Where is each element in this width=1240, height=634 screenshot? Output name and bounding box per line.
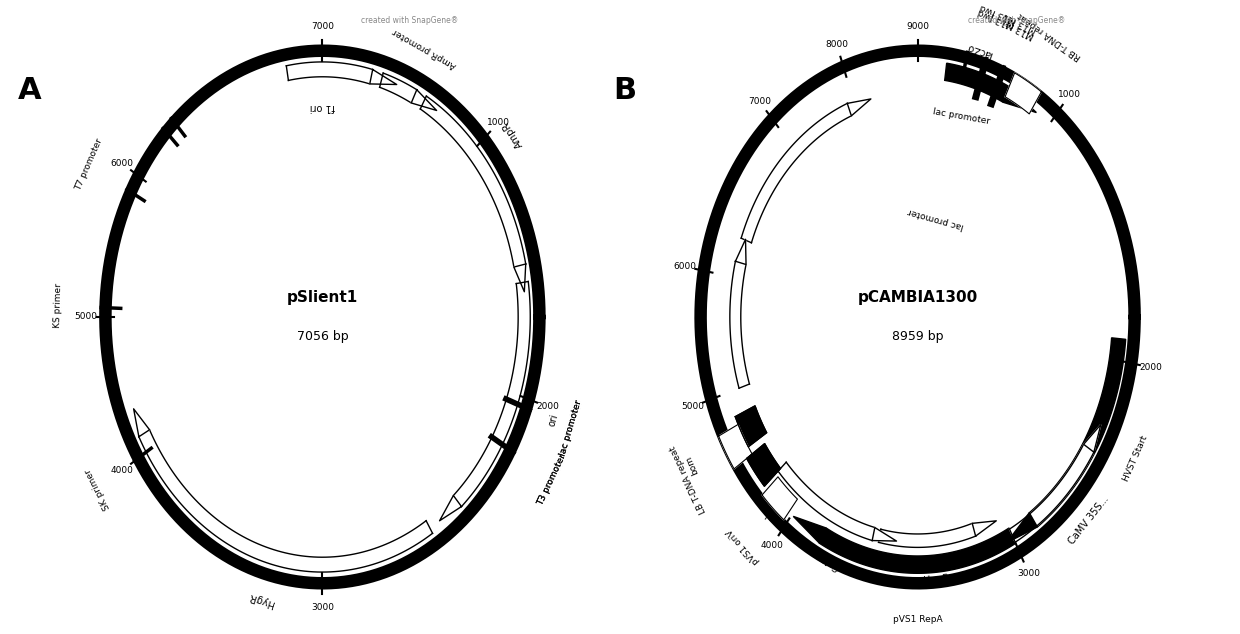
Text: created with SnapGene®: created with SnapGene® [968,16,1065,25]
Text: A: A [17,76,41,105]
Polygon shape [134,409,150,437]
Polygon shape [742,103,852,243]
Text: 1000: 1000 [1058,90,1081,99]
Polygon shape [777,462,875,541]
Polygon shape [794,516,826,543]
Text: pVS1 oriV: pVS1 oriV [725,527,761,566]
Text: T7 promoter: T7 promoter [73,137,104,192]
Polygon shape [1007,513,1038,543]
Text: 3000: 3000 [311,603,334,612]
Text: M13 rev: M13 rev [1001,10,1038,36]
Text: CaMV poly(A) signal: CaMV poly(A) signal [765,510,842,572]
Polygon shape [820,528,1016,573]
Text: M13 fwd: M13 fwd [978,2,1018,24]
Polygon shape [454,281,531,507]
Text: HygR: HygR [247,590,275,608]
Text: lacZo: lacZo [966,41,994,60]
Text: M13 rev: M13 rev [999,15,1035,40]
Polygon shape [1029,338,1126,527]
Text: lac promoter: lac promoter [558,399,584,457]
Polygon shape [735,239,746,264]
Text: 6000: 6000 [673,262,696,271]
Polygon shape [1006,73,1042,114]
Polygon shape [763,477,797,520]
Text: 3000: 3000 [1017,569,1040,578]
Text: AmpR promoter: AmpR promoter [392,26,458,69]
Text: 7000: 7000 [311,22,334,31]
Text: KS primer: KS primer [52,283,63,328]
Polygon shape [370,70,397,84]
Text: LB T-DNA repeat: LB T-DNA repeat [668,444,708,515]
Text: RB T-DNA repeat: RB T-DNA repeat [1017,10,1084,61]
Polygon shape [379,73,417,103]
Polygon shape [286,62,373,84]
Text: 2000: 2000 [536,402,559,411]
Polygon shape [1009,444,1094,542]
Polygon shape [945,63,1009,102]
Text: KanR: KanR [746,127,769,153]
Text: B: B [613,76,636,105]
Polygon shape [879,523,976,547]
Polygon shape [139,430,433,572]
Polygon shape [513,264,526,292]
Text: CaMV 35S...: CaMV 35S... [1066,494,1111,546]
Polygon shape [735,406,766,447]
Text: 9000: 9000 [906,22,929,31]
Text: HygR: HygR [923,574,950,586]
Text: T3 promoter: T3 promoter [536,452,568,507]
Polygon shape [872,527,897,541]
Polygon shape [847,99,870,116]
Text: T3 promoter: T3 promoter [536,452,568,507]
Text: 6000: 6000 [110,158,134,168]
Polygon shape [730,261,749,388]
Text: lac promoter: lac promoter [906,206,965,231]
Text: 2000: 2000 [1140,363,1162,372]
Text: 5000: 5000 [681,402,704,411]
Text: M13 fwd: M13 fwd [977,7,1017,29]
Text: pCAMBIA1300: pCAMBIA1300 [858,290,977,306]
Text: 8959 bp: 8959 bp [892,330,944,342]
Text: ori: ori [698,325,708,337]
Polygon shape [439,496,461,521]
Text: 4000: 4000 [760,541,784,550]
Polygon shape [972,521,996,536]
Text: created with SnapGene®: created with SnapGene® [361,16,458,25]
Polygon shape [746,444,780,486]
Polygon shape [412,90,436,110]
Polygon shape [420,96,526,267]
Text: lac promoter: lac promoter [932,107,991,126]
Text: ori: ori [547,413,560,428]
Text: 5000: 5000 [74,313,98,321]
Text: 1000: 1000 [486,119,510,127]
Text: f1 ori: f1 ori [310,101,335,112]
Text: 7000: 7000 [748,97,771,106]
Text: lac promoter: lac promoter [558,399,584,457]
Text: AmpR: AmpR [501,119,526,149]
Text: bom: bom [683,453,699,476]
Polygon shape [1084,425,1101,452]
Text: HVST Start: HVST Start [1121,434,1149,483]
Text: pVS1 RepA: pVS1 RepA [893,614,942,624]
Text: SK primer: SK primer [84,467,112,511]
Text: 8000: 8000 [825,40,848,49]
Text: pSlient1: pSlient1 [286,290,358,306]
Polygon shape [1003,87,1037,113]
Text: 4000: 4000 [110,466,133,476]
Text: 7056 bp: 7056 bp [296,330,348,342]
Polygon shape [719,424,753,469]
